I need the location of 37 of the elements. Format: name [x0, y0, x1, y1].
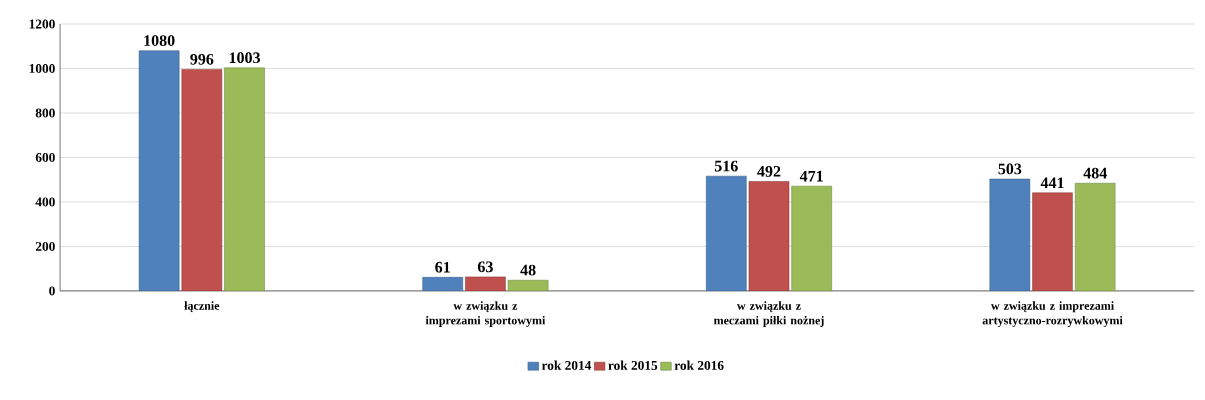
data-label: 516: [714, 160, 738, 172]
data-label: 61: [435, 261, 450, 273]
x-tick-label: w związku z imprezami sportowymi: [425, 301, 546, 327]
bar: [705, 175, 747, 291]
legend-label: rok 2014: [541, 360, 592, 370]
y-tick-label: 1000: [29, 63, 55, 73]
data-label: 1003: [229, 52, 260, 63]
legend-label: rok 2015: [608, 360, 658, 370]
bar: [1074, 182, 1116, 291]
data-label: 492: [757, 165, 781, 177]
bar: [507, 279, 549, 291]
y-tick-label: 0: [49, 286, 55, 296]
data-label: 63: [477, 261, 493, 273]
y-tick-label: 800: [35, 108, 55, 118]
bar: [224, 67, 265, 291]
data-label: 441: [1040, 177, 1064, 188]
y-tick-label: 400: [35, 197, 55, 207]
data-label: 996: [190, 53, 214, 65]
x-tick-label: w związku z imprezami artystyczno-rozrywkowymi: [982, 301, 1123, 327]
x-tick-label: w związku z meczami piłki nożnej: [713, 301, 824, 327]
y-tick-label: 600: [35, 152, 55, 162]
data-label: 48: [520, 264, 536, 276]
bar: [989, 178, 1031, 291]
bar: [138, 50, 180, 291]
bar: [791, 185, 832, 291]
bar: [1032, 192, 1073, 291]
y-tick-label: 200: [35, 241, 55, 251]
data-label: 503: [998, 163, 1022, 175]
data-label: 471: [799, 170, 823, 182]
data-label: 1080: [144, 35, 175, 46]
legend-label: rok 2016: [674, 360, 724, 370]
bar: [465, 276, 506, 291]
bar: [748, 181, 790, 291]
data-label: 484: [1083, 167, 1107, 179]
y-tick-label: 1200: [29, 19, 55, 29]
x-tick-label: łącznie: [184, 301, 220, 313]
bar: [181, 68, 223, 291]
